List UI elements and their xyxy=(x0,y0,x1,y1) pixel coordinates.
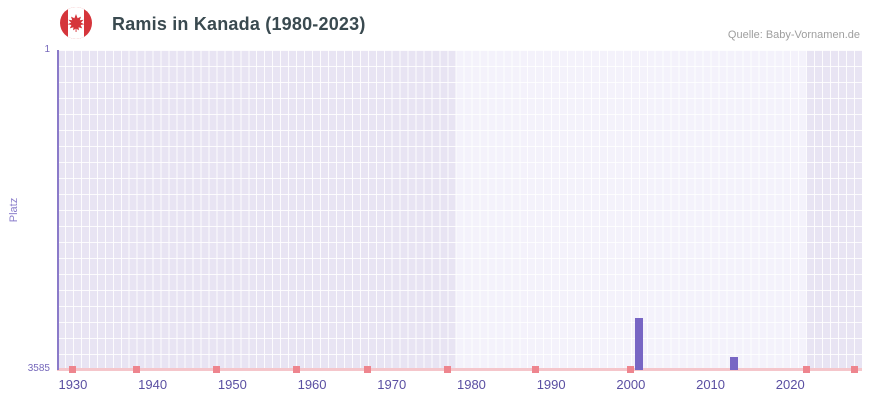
y-tick-min: 3585 xyxy=(27,363,50,374)
unranked-marker xyxy=(444,366,452,373)
unranked-marker xyxy=(627,366,635,373)
page-title: Ramis in Kanada (1980-2023) xyxy=(112,14,366,34)
unranked-marker xyxy=(69,366,77,373)
bar xyxy=(730,357,739,370)
x-tick-label: 1940 xyxy=(138,377,168,392)
x-tick-label: 2010 xyxy=(696,377,726,392)
unranked-marker xyxy=(364,366,372,373)
x-tick-label: 1990 xyxy=(536,377,566,392)
x-tick-label: 2000 xyxy=(616,377,646,392)
unranked-marker xyxy=(850,366,858,373)
x-tick-label: 1960 xyxy=(297,377,327,392)
x-tick-label: 1930 xyxy=(58,377,88,392)
x-tick-label: 1980 xyxy=(456,377,486,392)
y-tick-max: 1 xyxy=(44,44,50,55)
unranked-marker xyxy=(212,366,220,373)
x-axis-ticks: 1930 1940 1950 1960 1970 1980 1990 2000 2010 2020 xyxy=(57,377,862,397)
unranked-marker xyxy=(802,366,810,373)
x-axis-line xyxy=(57,368,862,371)
bar xyxy=(634,317,643,370)
plot-area xyxy=(57,50,862,373)
unranked-marker xyxy=(531,366,539,373)
grid-overlay xyxy=(57,50,862,370)
unranked-marker xyxy=(133,366,141,373)
x-tick-label: 1970 xyxy=(377,377,407,392)
y-axis-label: Platz xyxy=(8,197,20,223)
x-tick-label: 2020 xyxy=(775,377,805,392)
x-tick-label: 1950 xyxy=(217,377,247,392)
unranked-marker xyxy=(292,366,300,373)
source-credit: Quelle: Baby-Vornamen.de xyxy=(727,29,860,41)
canada-flag-icon xyxy=(60,7,92,39)
